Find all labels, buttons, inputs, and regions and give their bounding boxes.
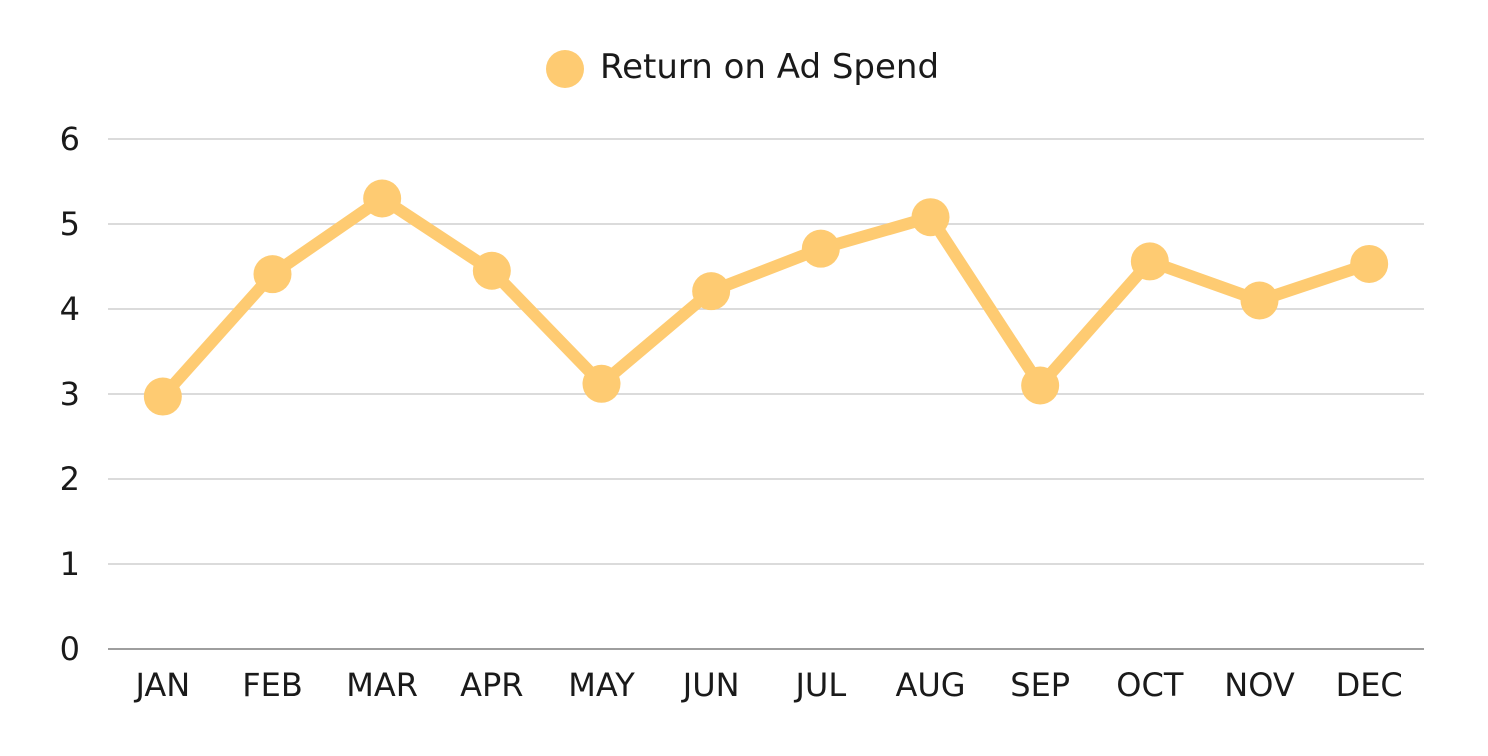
x-tick-label: DEC — [1336, 666, 1403, 704]
data-point — [363, 179, 402, 218]
data-point — [692, 272, 731, 311]
y-tick-label: 6 — [60, 120, 80, 158]
y-tick-label: 5 — [60, 205, 80, 243]
data-point — [801, 229, 840, 268]
y-tick-label: 4 — [60, 290, 80, 328]
data-point — [582, 364, 621, 403]
y-tick-label: 1 — [60, 545, 80, 583]
y-tick-label: 3 — [60, 375, 80, 413]
x-tick-label: JUN — [681, 666, 740, 704]
data-point — [1021, 366, 1060, 405]
x-axis-ticks: JAN FEB MAR APR MAY JUN JUL AUG SEP OCT NOV DEC — [133, 666, 1402, 704]
x-tick-label: JUL — [793, 666, 846, 704]
data-point — [1240, 281, 1279, 320]
gridlines — [108, 138, 1424, 650]
x-tick-label: MAR — [346, 666, 418, 704]
x-tick-label: MAY — [568, 666, 635, 704]
x-tick-label: APR — [460, 666, 523, 704]
y-tick-label: 0 — [60, 630, 80, 668]
series-return-on-ad-spend — [143, 179, 1389, 416]
x-tick-label: SEP — [1010, 666, 1070, 704]
series-line — [156, 192, 1376, 403]
x-tick-label: OCT — [1116, 666, 1184, 704]
x-tick-label: FEB — [242, 666, 303, 704]
y-axis-ticks: 0 1 2 3 4 5 6 — [60, 120, 80, 668]
x-tick-label: NOV — [1224, 666, 1295, 704]
data-point — [253, 255, 292, 294]
legend: Return on Ad Spend — [546, 47, 939, 88]
data-point — [1350, 244, 1389, 283]
legend-label: Return on Ad Spend — [600, 47, 939, 87]
x-tick-label: JAN — [133, 666, 190, 704]
y-tick-label: 2 — [60, 460, 80, 498]
data-point — [1130, 242, 1169, 281]
x-tick-label: AUG — [895, 666, 965, 704]
data-point — [911, 198, 950, 237]
data-point — [472, 251, 511, 290]
legend-marker — [546, 50, 584, 88]
data-point — [143, 377, 182, 416]
